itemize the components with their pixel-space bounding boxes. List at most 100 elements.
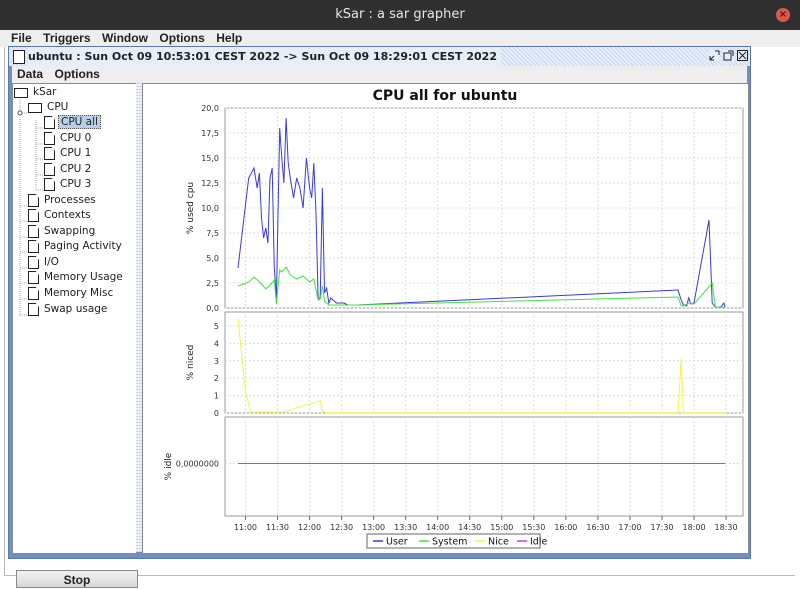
tree-item-cpu-all[interactable]: CPU all [44,115,101,129]
x-tick-label: 13:00 [362,523,385,532]
y-tick-label: 15,0 [201,154,219,163]
x-tick-label: 16:30 [586,523,609,532]
y-tick-label: 10,0 [201,204,219,213]
x-tick-label: 18:00 [682,523,705,532]
file-icon [44,163,55,176]
tree-panel[interactable]: kSar CPU CPU all CPU 0 CPU 1 CPU 2 CPU 3… [12,83,138,588]
file-icon [28,271,39,284]
stop-button[interactable]: Stop [16,570,138,588]
x-tick-label: 15:00 [490,523,513,532]
x-tick-label: 15:30 [522,523,545,532]
iconify-icon[interactable] [709,50,720,61]
cpu-chart: CPU all for ubuntu0,02,55,07,510,012,515… [164,88,744,549]
x-tick-label: 17:00 [618,523,641,532]
x-tick-label: 12:30 [330,523,353,532]
x-tick-label: 11:00 [234,523,257,532]
x-tick-label: 18:30 [715,523,738,532]
internal-frame: ubuntu : Sun Oct 09 10:53:01 CEST 2022 -… [8,46,751,588]
series-line-nice [237,318,725,414]
tree-item-paging-activity[interactable]: Paging Activity [28,239,124,253]
series-line-system [237,266,725,308]
chart-title: CPU all for ubuntu [373,88,518,104]
maximize-icon[interactable] [723,50,734,61]
y-tick-label: 17,5 [201,129,219,138]
chart-panel: CPU all for ubuntu 0,0 2,5 5,0 7,5 10,0 12,5 15… [142,83,749,554]
y-axis-label: % idle [164,452,174,480]
menu-triggers[interactable]: Triggers [43,31,91,45]
y-tick-label: 4 [214,339,219,348]
menu-frame-options[interactable]: Options [54,67,100,81]
tree-item-swap-usage[interactable]: Swap usage [28,302,109,316]
menu-file[interactable]: File [11,31,32,45]
close-frame-icon[interactable] [737,50,748,61]
legend-box [366,533,541,549]
tree-item-io[interactable]: I/O [28,255,61,269]
internal-frame-title: ubuntu : Sun Oct 09 10:53:01 CEST 2022 -… [28,47,501,66]
y-axis-label: % niced [186,345,196,381]
legend-label-user: User [386,537,408,548]
internal-frame-titlebar[interactable]: ubuntu : Sun Oct 09 10:53:01 CEST 2022 -… [9,47,750,66]
y-tick-label: 5,0 [206,254,219,263]
y-tick-label: 0,0 [206,304,219,313]
menu-window[interactable]: Window [102,31,148,45]
y-axis-label: % used cpu [186,182,196,234]
tree-item-memory-misc[interactable]: Memory Misc [28,286,115,300]
file-icon [44,147,55,160]
file-icon [28,287,39,300]
tree-node-cpu[interactable]: CPU [28,100,70,114]
file-icon [44,132,55,145]
split-pane-divider[interactable] [136,83,142,552]
y-tick-label: 12,5 [201,179,219,188]
file-icon [44,116,55,129]
menu-options[interactable]: Options [159,31,205,45]
x-tick-label: 13:30 [394,523,417,532]
y-tick-label: 20,0 [201,104,219,113]
y-tick-label: 3 [214,357,219,366]
folder-icon [14,88,28,98]
legend-label-idle: Idle [530,537,547,548]
y-tick-label: 0,0000000 [176,460,219,469]
subplot-frame [224,416,744,517]
file-icon [28,209,39,222]
x-tick-label: 17:30 [650,523,673,532]
tree-item-cpu-2[interactable]: CPU 2 [44,162,93,176]
legend-label-system: System [432,537,467,548]
file-icon [28,240,39,253]
document-icon [13,50,25,64]
file-icon [44,178,55,191]
tree-item-cpu-0[interactable]: CPU 0 [44,131,93,145]
subplot-frame [224,107,744,309]
file-icon [28,225,39,238]
close-icon[interactable]: × [776,8,790,22]
tree-expand-handle-icon[interactable] [17,110,23,116]
window-title: kSar : a sar grapher [335,7,465,22]
x-tick-label: 14:30 [458,523,481,532]
tree-item-swapping[interactable]: Swapping [28,224,97,238]
tree-item-processes[interactable]: Processes [28,193,98,207]
file-icon [28,256,39,269]
tree-lines [17,99,43,316]
x-tick-label: 14:00 [426,523,449,532]
y-tick-label: 2,5 [206,279,219,288]
y-tick-label: 2 [214,374,219,383]
file-icon [28,194,39,207]
menu-data[interactable]: Data [17,67,44,81]
internal-frame-menubar: Data Options [12,66,747,83]
tree-item-cpu-3[interactable]: CPU 3 [44,177,93,191]
tree-item-memory-usage[interactable]: Memory Usage [28,270,125,284]
window-titlebar[interactable]: kSar : a sar grapher × [0,0,800,30]
y-tick-label: 0 [214,409,219,418]
y-tick-label: 1 [214,392,219,401]
menubar: File Triggers Window Options Help [0,30,800,47]
tree-item-cpu-1[interactable]: CPU 1 [44,146,93,160]
x-tick-label: 16:00 [554,523,577,532]
x-tick-label: 12:00 [298,523,321,532]
tree-root[interactable]: kSar [14,85,59,99]
tree-item-contexts[interactable]: Contexts [28,208,93,222]
folder-open-icon [28,103,42,113]
series-line-user [237,117,726,308]
menu-help[interactable]: Help [216,31,243,45]
y-tick-label: 5 [214,322,219,331]
y-tick-label: 7,5 [206,229,219,238]
subplot-frame [224,311,744,414]
